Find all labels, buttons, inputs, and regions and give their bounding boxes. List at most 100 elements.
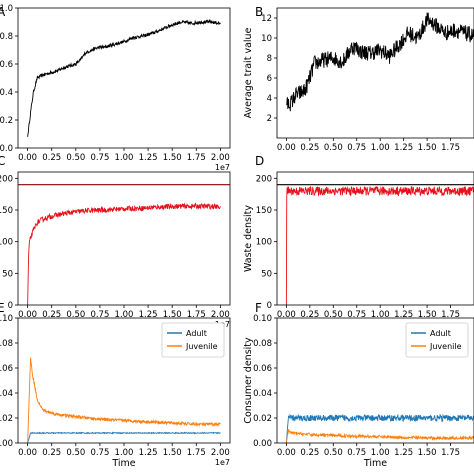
y-tick-label-b-3: 8 — [267, 54, 272, 64]
x-offset-label-e: 1e7 — [215, 458, 230, 467]
y-tick-label-a-1: 0.2 — [0, 116, 13, 126]
x-tick-label-b-3: 0.75 — [347, 143, 366, 153]
x-tick-label-f-7: 1.75 — [441, 448, 460, 458]
y-tick-label-f-4: 0.08 — [253, 339, 272, 349]
panel-e: 0.00 0.25 0.50 0.75 1.00 1.25 1.50 1.75 2.00 0.00… — [0, 314, 231, 469]
x-tick-label-a-0: 0.00 — [18, 153, 37, 163]
y-tick-label-e-3: 0.06 — [0, 364, 13, 374]
y-tick-label-e-1: 0.02 — [0, 414, 13, 424]
x-tick-label-a-3: 0.75 — [90, 153, 109, 163]
y-tick-label-f-5: 0.10 — [253, 314, 272, 324]
series-adult-e — [27, 431, 221, 443]
y-tick-label-d-0: 0 — [267, 301, 272, 311]
y-tick-label-d-2: 100 — [256, 238, 272, 248]
y-axis-label-f: Consumer density — [243, 337, 254, 424]
y-tick-label-c-4: 200 — [0, 174, 13, 184]
legend-f: Adult Juvenile — [405, 322, 469, 358]
x-tick-label-b-5: 1.25 — [394, 143, 413, 153]
legend-label-juvenile-e: Juvenile — [185, 342, 218, 351]
x-tick-label-e-1: 0.25 — [42, 448, 61, 458]
y-tick-label-c-0: 0 — [8, 301, 13, 311]
x-tick-label-c-2: 0.50 — [66, 310, 85, 320]
x-axis-label-f: Time — [363, 458, 387, 469]
y-tick-label-a-3: 0.6 — [0, 60, 13, 70]
panel-letter-f: F — [255, 301, 262, 315]
legend-label-adult-e: Adult — [186, 329, 207, 338]
x-tick-label-d-4: 1.00 — [371, 310, 390, 320]
x-tick-label-f-0: 0.00 — [277, 448, 296, 458]
x-tick-label-d-6: 1.50 — [418, 310, 437, 320]
x-tick-label-a-5: 1.25 — [139, 153, 158, 163]
x-tick-label-d-0: 0.00 — [277, 310, 296, 320]
panel-letter-e: E — [0, 301, 5, 315]
x-tick-label-e-0: 0.00 — [18, 448, 37, 458]
plot-frame-a — [17, 7, 231, 149]
panel-letter-a: A — [0, 5, 6, 19]
y-tick-label-f-2: 0.04 — [253, 389, 272, 399]
x-tick-label-d-5: 1.25 — [394, 310, 413, 320]
x-axis-label-e: Time — [111, 458, 135, 469]
y-tick-label-e-0: 0.00 — [0, 439, 13, 449]
y-tick-label-a-5: 1.0 — [0, 4, 13, 14]
series-adult-f — [285, 413, 474, 443]
x-tick-label-d-1: 0.25 — [300, 310, 319, 320]
series-line-b-0 — [286, 12, 474, 112]
series-juvenile-f — [285, 429, 474, 443]
y-tick-label-c-1: 50 — [2, 269, 13, 279]
x-tick-label-a-2: 0.50 — [66, 153, 85, 163]
x-tick-label-e-5: 1.25 — [139, 448, 158, 458]
x-tick-label-d-2: 0.50 — [324, 310, 343, 320]
x-tick-label-b-2: 0.50 — [324, 143, 343, 153]
x-tick-label-b-1: 0.25 — [300, 143, 319, 153]
x-tick-label-e-3: 0.75 — [90, 448, 109, 458]
y-tick-label-e-4: 0.08 — [0, 339, 13, 349]
x-tick-label-c-3: 0.75 — [90, 310, 109, 320]
x-tick-label-b-6: 1.50 — [418, 143, 437, 153]
x-tick-label-c-5: 1.25 — [139, 310, 158, 320]
panel-letter-c: C — [0, 154, 5, 168]
y-tick-label-e-2: 0.04 — [0, 389, 13, 399]
x-tick-label-e-8: 2.00 — [211, 448, 230, 458]
series-line-d-0 — [285, 185, 474, 305]
x-tick-label-a-8: 2.00 — [211, 153, 230, 163]
series-line-a-0 — [27, 18, 221, 137]
y-tick-label-f-0: 0.00 — [253, 439, 272, 449]
x-tick-label-c-7: 1.75 — [187, 310, 206, 320]
y-tick-label-a-2: 0.4 — [0, 88, 13, 98]
x-tick-label-a-1: 0.25 — [42, 153, 61, 163]
y-tick-label-d-3: 150 — [256, 206, 272, 216]
panel-f: 0.00 0.25 0.50 0.75 1.00 1.25 1.50 1.75 0.00 0.02… — [243, 314, 474, 469]
panel-b: 0.00 0.25 0.50 0.75 1.00 1.25 1.50 1.75 2 4 6 8 10 12… — [243, 7, 474, 153]
x-tick-label-f-1: 0.25 — [300, 448, 319, 458]
y-tick-label-d-4: 200 — [256, 174, 272, 184]
x-tick-label-d-7: 1.75 — [441, 310, 460, 320]
panel-a: 0.00 0.25 0.50 0.75 1.00 1.25 1.50 1.75 2.00 0.0 0… — [0, 4, 231, 172]
x-tick-label-a-7: 1.75 — [187, 153, 206, 163]
x-tick-label-c-4: 1.00 — [115, 310, 134, 320]
y-tick-label-b-2: 6 — [267, 74, 272, 84]
plot-frame-e — [17, 317, 231, 444]
legend-label-juvenile-f: Juvenile — [429, 342, 462, 351]
y-tick-label-f-3: 0.06 — [253, 364, 272, 374]
y-tick-label-b-1: 4 — [267, 94, 272, 104]
plot-frame-b — [276, 7, 474, 139]
x-tick-label-b-0: 0.00 — [277, 143, 296, 153]
x-tick-label-c-0: 0.00 — [18, 310, 37, 320]
y-tick-label-a-0: 0.0 — [0, 144, 13, 154]
plot-frame-c — [17, 171, 231, 306]
legend-box-e — [161, 322, 225, 358]
x-tick-label-a-6: 1.50 — [163, 153, 182, 163]
x-tick-label-f-5: 1.25 — [394, 448, 413, 458]
y-tick-label-b-5: 12 — [261, 14, 272, 24]
y-axis-label-d: Waste density — [243, 205, 254, 272]
x-tick-label-a-4: 1.00 — [115, 153, 134, 163]
x-tick-label-b-4: 1.00 — [371, 143, 390, 153]
panel-letter-b: B — [255, 5, 263, 19]
x-tick-label-c-6: 1.50 — [163, 310, 182, 320]
y-tick-label-f-1: 0.02 — [253, 414, 272, 424]
x-tick-label-f-3: 0.75 — [347, 448, 366, 458]
x-tick-label-d-3: 0.75 — [347, 310, 366, 320]
y-tick-label-d-1: 50 — [261, 269, 272, 279]
x-tick-label-c-8: 2.00 — [211, 310, 230, 320]
